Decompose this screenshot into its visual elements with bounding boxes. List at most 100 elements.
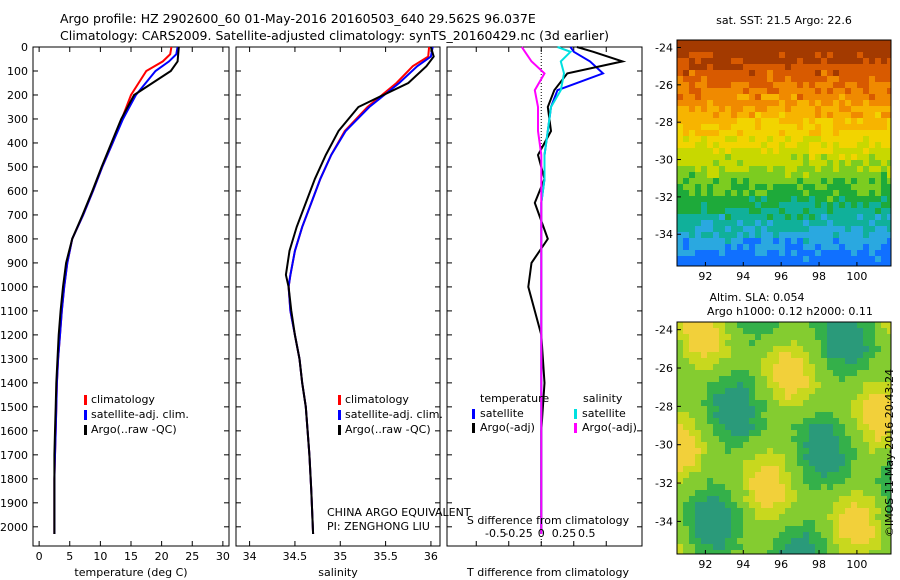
sla-map-cell <box>803 328 810 335</box>
sst-map-cell <box>797 208 804 215</box>
sst-map-cell <box>731 214 738 221</box>
sst-map-cell <box>683 88 690 95</box>
sst-map-cell <box>737 178 744 185</box>
sst-map-cell <box>869 256 876 263</box>
sla-map-cell <box>869 448 876 455</box>
sst-map-cell <box>827 148 834 155</box>
sst-map-cell <box>875 262 882 266</box>
sla-map-cell <box>791 484 798 491</box>
sst-map-cell <box>749 226 756 233</box>
sla-map-cell <box>767 514 774 521</box>
sla-map-cell <box>869 478 876 485</box>
sst-map-cell <box>719 88 726 95</box>
sst-map-cell <box>713 130 720 137</box>
sla-map-cell <box>791 376 798 383</box>
sst-map-cell <box>725 94 732 101</box>
sla-map-cell <box>875 442 882 449</box>
sla-map-ytick-label: -34 <box>655 515 673 528</box>
sst-map-cell <box>701 118 708 125</box>
sst-map-cell <box>725 226 732 233</box>
sst-map-cell <box>725 88 732 95</box>
sla-map-cell <box>821 382 828 389</box>
sla-map-cell <box>749 460 756 467</box>
sla-map-cell <box>881 442 888 449</box>
sla-map-cell <box>761 496 768 503</box>
temperature-legend-label: Argo(..raw -QC) <box>91 423 177 436</box>
sla-map-cell <box>821 376 828 383</box>
sla-map-cell <box>833 436 840 443</box>
sla-map-cell <box>743 520 750 527</box>
sla-map-cell <box>791 436 798 443</box>
sst-map-cell <box>857 148 864 155</box>
sla-map-cell <box>797 532 804 539</box>
sla-map-cell <box>677 406 684 413</box>
sla-map-cell <box>839 508 846 515</box>
sst-map-cell <box>797 112 804 119</box>
sst-map-cell <box>791 130 798 137</box>
sla-map-cell <box>677 424 684 431</box>
sst-map-cell <box>767 100 774 107</box>
sst-map-cell <box>731 196 738 203</box>
sla-map-cell <box>881 478 888 485</box>
sla-map-cell <box>857 424 864 431</box>
sla-map-cell <box>773 532 780 539</box>
sst-map-cell <box>749 262 756 266</box>
sst-map-cell <box>785 58 792 65</box>
sla-map-cell <box>761 388 768 395</box>
sla-map-cell <box>779 322 786 329</box>
difference-panel-frame <box>446 46 643 547</box>
sla-map-cell <box>833 466 840 473</box>
sst-map-cell <box>755 238 762 245</box>
sst-map-cell <box>779 124 786 131</box>
sst-map-cell <box>857 52 864 59</box>
sla-map-cell <box>875 436 882 443</box>
sst-map-cell <box>677 172 684 179</box>
sst-map-cell <box>677 112 684 119</box>
sla-map-cell <box>815 430 822 437</box>
sst-map-cell <box>719 220 726 227</box>
sla-map-cell <box>875 406 882 413</box>
sla-map-subtitle: Argo h1000: 0.12 h2000: 0.11 <box>707 305 873 318</box>
salinity-diff-tick-label: 0 <box>538 527 545 540</box>
sla-map-cell <box>845 394 852 401</box>
sst-map-cell <box>731 178 738 185</box>
sla-map-cell <box>683 430 690 437</box>
sst-map-cell <box>695 196 702 203</box>
sst-map-cell <box>755 64 762 71</box>
sla-map-cell <box>743 334 750 341</box>
sla-map-cell <box>695 352 702 359</box>
sla-map-cell <box>815 340 822 347</box>
sla-map-cell <box>833 334 840 341</box>
sla-map-cell <box>695 382 702 389</box>
sla-map-cell <box>719 400 726 407</box>
sst-map-cell <box>833 196 840 203</box>
sla-map-cell <box>755 376 762 383</box>
sst-map-cell <box>803 46 810 53</box>
sla-map-cell <box>875 502 882 509</box>
sla-map-cell <box>797 544 804 551</box>
sla-map-cell <box>869 460 876 467</box>
sst-map-cell <box>821 100 828 107</box>
sst-map-cell <box>839 214 846 221</box>
sla-map-cell <box>719 508 726 515</box>
sla-map-cell <box>755 382 762 389</box>
sla-map-cell <box>827 406 834 413</box>
sla-map-cell <box>731 382 738 389</box>
sst-map-cell <box>773 106 780 113</box>
sla-map-cell <box>863 460 870 467</box>
sla-map-cell <box>731 532 738 539</box>
sla-map-cell <box>773 424 780 431</box>
sla-map-cell <box>839 532 846 539</box>
sla-map-cell <box>791 496 798 503</box>
sla-map-cell <box>719 502 726 509</box>
sla-map-cell <box>839 496 846 503</box>
sst-map-cell <box>737 148 744 155</box>
sla-map-cell <box>677 472 684 479</box>
sla-map-cell <box>755 550 762 554</box>
sla-map-cell <box>803 334 810 341</box>
sst-map-cell <box>857 100 864 107</box>
sla-map-cell <box>767 520 774 527</box>
sla-map-cell <box>719 544 726 551</box>
salinity-diff-tick-label: 0.5 <box>578 527 596 540</box>
sst-map-cell <box>791 232 798 239</box>
